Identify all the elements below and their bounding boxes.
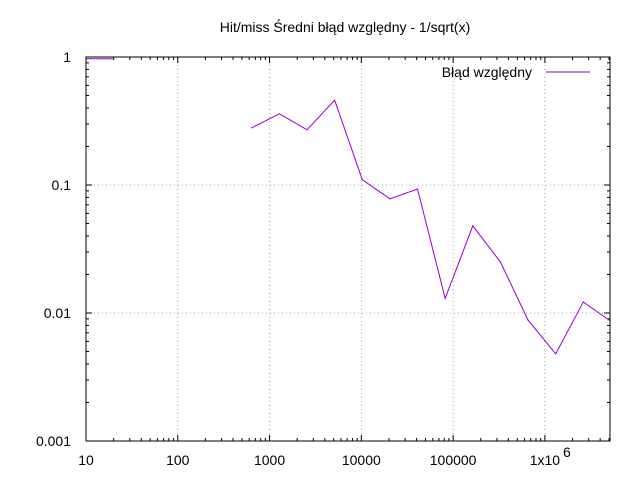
y-tick-label: 1 bbox=[63, 49, 71, 65]
x-tick-label: 10000 bbox=[342, 452, 381, 468]
x-tick-label: 100000 bbox=[430, 452, 477, 468]
plot-frame bbox=[85, 56, 611, 442]
series-line bbox=[251, 99, 611, 355]
y-tick-label: 0.01 bbox=[44, 305, 71, 321]
axis-ticks bbox=[85, 56, 610, 442]
chart-title: Hit/miss Średni błąd względny - 1/sqrt(x… bbox=[220, 18, 471, 35]
data-point bbox=[416, 188, 419, 190]
data-point bbox=[527, 319, 529, 321]
data-point bbox=[555, 353, 557, 355]
tick-labels: 10 100 1000 10000 100000 1x10 6 0.001 0.01 0.1 1 bbox=[36, 49, 571, 468]
data-point bbox=[306, 129, 308, 131]
data-point bbox=[251, 127, 253, 129]
data-point bbox=[582, 301, 584, 303]
legend: Błąd względny bbox=[442, 64, 590, 80]
data-point bbox=[113, 58, 115, 60]
data-point bbox=[334, 99, 336, 101]
data-point bbox=[389, 198, 391, 200]
data-point bbox=[472, 225, 474, 227]
x-tick-label: 1x10 bbox=[530, 452, 561, 468]
x-tick-label: 10 bbox=[78, 452, 94, 468]
x-tick-label: 1000 bbox=[254, 452, 285, 468]
y-tick-label: 0.001 bbox=[36, 433, 71, 449]
data-point bbox=[278, 113, 281, 115]
y-tick-label: 0.1 bbox=[52, 177, 72, 193]
grid bbox=[85, 56, 610, 442]
legend-label: Błąd względny bbox=[442, 64, 532, 80]
data-point bbox=[361, 179, 363, 181]
series-layer bbox=[85, 58, 611, 355]
data-point bbox=[499, 261, 502, 263]
x-tick-label: 100 bbox=[166, 452, 190, 468]
x-tick-exponent: 6 bbox=[563, 444, 571, 460]
data-point bbox=[444, 297, 446, 300]
